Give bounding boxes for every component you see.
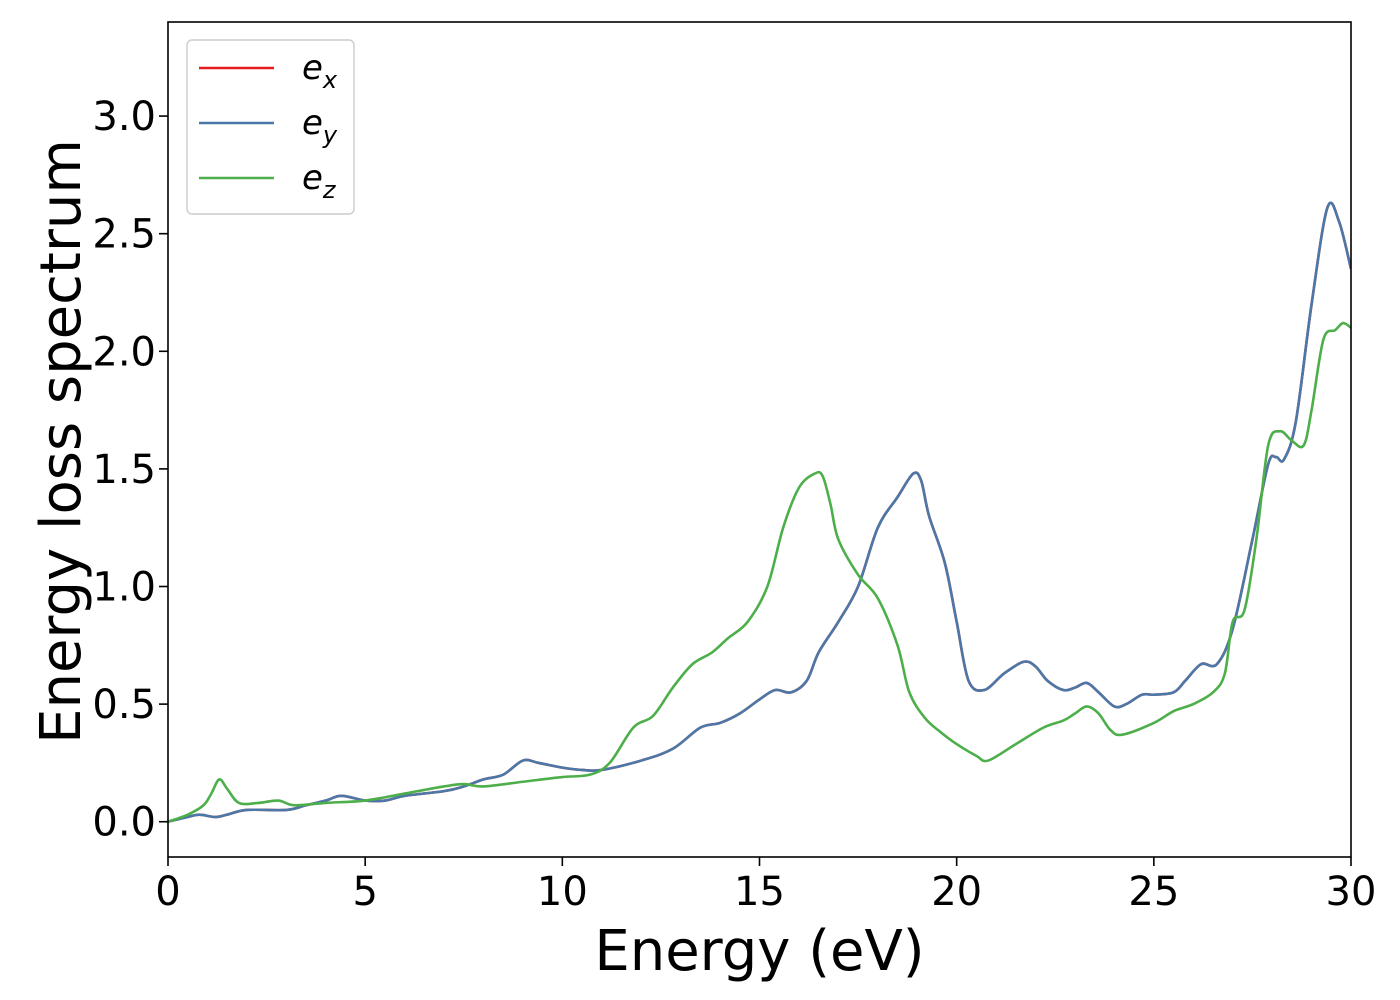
y-tick-label: 3.0: [92, 94, 156, 140]
y-tick-label: 0.0: [92, 800, 156, 846]
legend: ex ey ez: [186, 39, 355, 215]
y-axis: 0.0 0.5 1.0 1.5 2.0 2.5 3.0: [92, 94, 168, 846]
x-tick-label: 5: [352, 869, 377, 915]
x-tick-label: 10: [537, 869, 588, 915]
legend-box: [186, 39, 355, 215]
y-tick-label: 1.0: [92, 565, 156, 611]
legend-label-z: ez: [302, 158, 337, 204]
x-tick-label: 30: [1326, 869, 1377, 915]
x-axis-label: Energy (eV): [594, 919, 924, 984]
series-layer: [168, 201, 1351, 823]
x-tick-label: 15: [734, 869, 785, 915]
y-tick-label: 0.5: [92, 682, 156, 728]
x-tick-label: 20: [931, 869, 982, 915]
x-tick-label: 25: [1128, 869, 1179, 915]
y-tick-label: 1.5: [92, 447, 156, 493]
series-line-z: [168, 321, 1351, 823]
y-tick-label: 2.0: [92, 329, 156, 375]
y-tick-label: 2.5: [92, 212, 156, 258]
legend-label-x: ex: [302, 48, 338, 94]
x-axis: 0 5 10 15 20 25 30: [155, 857, 1376, 915]
x-tick-label: 0: [155, 869, 180, 915]
y-axis-label: Energy loss spectrum: [29, 139, 94, 744]
series-line-x: [168, 201, 1351, 823]
series-line-y: [168, 201, 1351, 823]
legend-label-y: ey: [302, 103, 338, 149]
